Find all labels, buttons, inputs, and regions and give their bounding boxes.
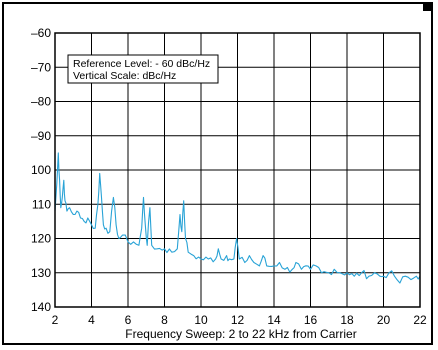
trace-layer [54,152,421,284]
annotation-box [67,54,219,84]
y-tick-label-4: 100 [31,163,51,177]
y-tick-label-2: –80 [31,95,51,109]
y-tick-label-8: 140 [31,300,51,314]
x-tick-label-10: 22 [413,313,427,327]
x-tick-label-9: 20 [377,313,391,327]
x-tick-label-1: 4 [88,313,95,327]
x-tick-label-5: 12 [231,313,245,327]
x-axis-ticks: 2 4 6 8 10 12 14 16 18 20 22 [52,313,427,327]
annotation-line-1: Reference Level: - 60 dBc/Hz [73,58,210,70]
series-trace-0 [54,152,421,284]
x-tick-label-3: 8 [161,313,168,327]
y-tick-label-3: –90 [31,129,51,143]
y-tick-label-6: 120 [31,232,51,246]
y-tick-label-5: 110 [32,197,51,211]
x-tick-label-2: 6 [125,313,132,327]
plot-border [54,32,421,308]
x-tick-label-8: 18 [340,313,354,327]
annotation-line-2: Vertical Scale: dBc/Hz [73,70,176,82]
y-axis-ticks: –60 –70 –80 –90 100 110 120 130 140 [31,26,51,314]
x-tick-label-7: 16 [304,313,318,327]
reference-annotation: Reference Level: - 60 dBc/Hz Vertical Sc… [67,54,219,84]
x-tick-label-4: 10 [194,313,208,327]
x-tick-label-0: 2 [52,313,59,327]
x-tick-label-6: 14 [267,313,281,327]
corner-mark [423,4,431,11]
y-tick-label-0: –60 [31,26,51,40]
y-tick-label-7: 130 [31,266,51,280]
x-axis-label: Frequency Sweep: 2 to 22 kHz from Carrie… [125,327,356,341]
y-tick-label-1: –70 [31,60,51,74]
